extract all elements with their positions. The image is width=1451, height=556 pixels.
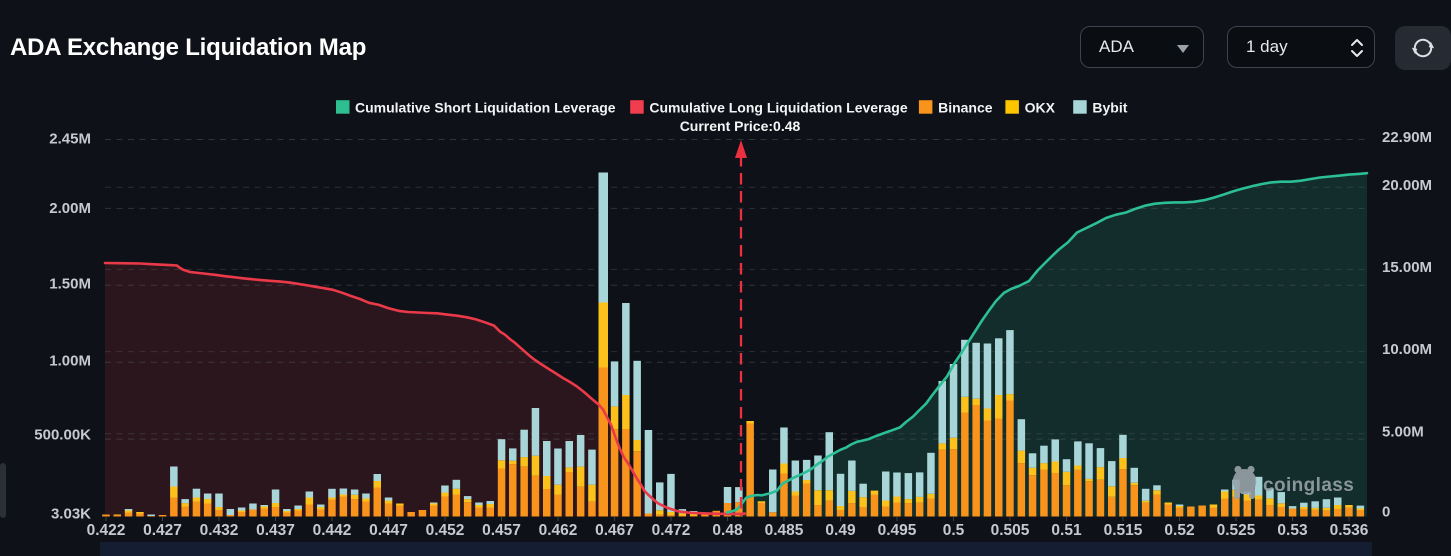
svg-text:0.48: 0.48 <box>712 522 743 539</box>
svg-text:1.00M: 1.00M <box>49 353 91 370</box>
svg-text:2.45M: 2.45M <box>49 131 91 148</box>
svg-text:1.50M: 1.50M <box>49 276 91 293</box>
svg-text:2.00M: 2.00M <box>49 200 91 217</box>
svg-text:0.442: 0.442 <box>313 522 352 539</box>
svg-text:0.515: 0.515 <box>1104 522 1143 539</box>
svg-text:0.462: 0.462 <box>539 522 578 539</box>
svg-text:0.447: 0.447 <box>369 522 408 539</box>
svg-text:0.467: 0.467 <box>595 522 634 539</box>
svg-text:0: 0 <box>1382 504 1390 521</box>
svg-text:20.00M: 20.00M <box>1382 177 1432 194</box>
svg-text:5.00M: 5.00M <box>1382 423 1424 440</box>
svg-text:0.505: 0.505 <box>991 522 1030 539</box>
svg-text:0.437: 0.437 <box>256 522 295 539</box>
svg-text:15.00M: 15.00M <box>1382 259 1432 276</box>
svg-text:Cumulative Short Liquidation L: Cumulative Short Liquidation Leverage <box>355 100 616 116</box>
svg-text:0.495: 0.495 <box>878 522 917 539</box>
svg-text:10.00M: 10.00M <box>1382 341 1432 358</box>
svg-text:coinglass: coinglass <box>1263 475 1354 496</box>
svg-text:0.5: 0.5 <box>943 522 965 539</box>
svg-text:Bybit: Bybit <box>1092 100 1127 116</box>
svg-text:0.472: 0.472 <box>652 522 691 539</box>
svg-text:0.457: 0.457 <box>482 522 521 539</box>
svg-text:OKX: OKX <box>1025 100 1056 116</box>
svg-text:500.00K: 500.00K <box>34 427 91 444</box>
svg-text:0.51: 0.51 <box>1051 522 1082 539</box>
svg-text:22.90M: 22.90M <box>1382 129 1432 146</box>
svg-text:0.536: 0.536 <box>1330 522 1369 539</box>
svg-text:3.03K: 3.03K <box>51 506 91 523</box>
svg-text:0.432: 0.432 <box>200 522 239 539</box>
svg-text:Current Price:0.48: Current Price:0.48 <box>680 118 801 134</box>
svg-text:0.52: 0.52 <box>1164 522 1194 539</box>
svg-text:0.427: 0.427 <box>143 522 182 539</box>
svg-text:0.452: 0.452 <box>426 522 465 539</box>
svg-text:0.485: 0.485 <box>765 522 804 539</box>
svg-text:0.422: 0.422 <box>87 522 126 539</box>
svg-text:0.525: 0.525 <box>1217 522 1256 539</box>
svg-text:Binance: Binance <box>938 100 993 116</box>
svg-text:0.53: 0.53 <box>1277 522 1308 539</box>
svg-text:0.49: 0.49 <box>825 522 856 539</box>
svg-text:Cumulative Long Liquidation Le: Cumulative Long Liquidation Leverage <box>649 100 907 116</box>
